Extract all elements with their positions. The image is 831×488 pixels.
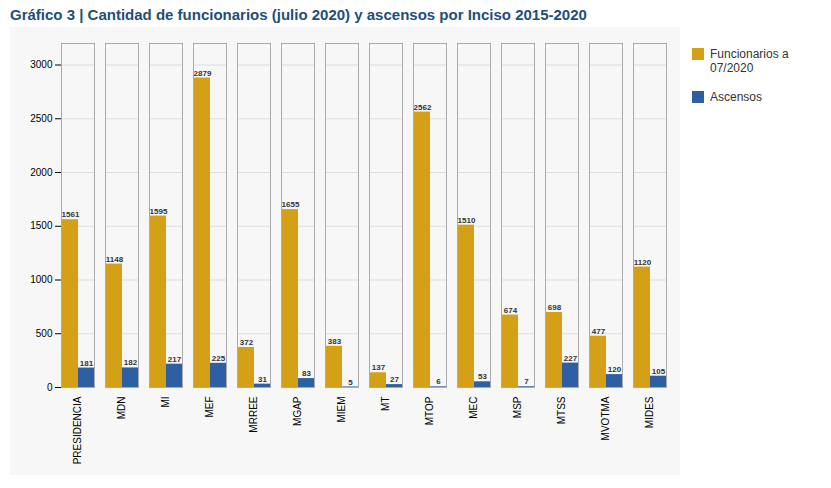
svg-text:53: 53 bbox=[478, 372, 487, 381]
svg-text:5: 5 bbox=[348, 378, 353, 387]
svg-text:PRESIDENCIA: PRESIDENCIA bbox=[72, 396, 83, 464]
html-text:Gráfico 3 | Cantidad de funcio: Gráfico 3 | Cantidad de funcionarios (ju… bbox=[10, 6, 587, 23]
svg-text:477: 477 bbox=[592, 327, 606, 336]
svg-text:227: 227 bbox=[564, 354, 578, 363]
svg-text:31: 31 bbox=[258, 375, 267, 384]
svg-text:137: 137 bbox=[372, 363, 386, 372]
svg-text:372: 372 bbox=[240, 338, 254, 347]
svg-text:182: 182 bbox=[124, 358, 138, 367]
svg-text:3000: 3000 bbox=[30, 59, 53, 70]
svg-text:MSP: MSP bbox=[512, 396, 523, 418]
svg-text:2000: 2000 bbox=[30, 167, 53, 178]
svg-text:MT: MT bbox=[380, 397, 391, 411]
svg-text:MI: MI bbox=[160, 397, 171, 408]
svg-text:MTOP: MTOP bbox=[424, 396, 435, 425]
svg-text:1595: 1595 bbox=[150, 207, 168, 216]
svg-text:MEC: MEC bbox=[468, 397, 479, 419]
svg-text:225: 225 bbox=[212, 354, 226, 363]
svg-text:500: 500 bbox=[36, 328, 53, 339]
svg-text:1000: 1000 bbox=[30, 274, 53, 285]
svg-text:2879: 2879 bbox=[194, 69, 212, 78]
svg-text:MVOTMA: MVOTMA bbox=[600, 396, 611, 440]
svg-text:6: 6 bbox=[436, 377, 441, 386]
svg-text:674: 674 bbox=[504, 306, 518, 315]
svg-text:2562: 2562 bbox=[414, 103, 432, 112]
svg-text:7: 7 bbox=[524, 377, 529, 386]
svg-text:MRREE: MRREE bbox=[248, 396, 259, 432]
svg-text:217: 217 bbox=[168, 355, 182, 364]
svg-text:698: 698 bbox=[548, 303, 562, 312]
svg-text:1510: 1510 bbox=[458, 216, 476, 225]
svg-text:1500: 1500 bbox=[30, 220, 53, 231]
svg-text:1120: 1120 bbox=[634, 258, 652, 267]
svg-text:1655: 1655 bbox=[282, 200, 300, 209]
html-text:Funcionarios a 07/2020: Funcionarios a 07/2020 bbox=[710, 47, 789, 76]
svg-text:2500: 2500 bbox=[30, 113, 53, 124]
svg-text:181: 181 bbox=[80, 359, 94, 368]
svg-text:83: 83 bbox=[302, 369, 311, 378]
svg-text:105: 105 bbox=[652, 367, 666, 376]
svg-text:383: 383 bbox=[328, 337, 342, 346]
svg-text:1148: 1148 bbox=[106, 255, 124, 264]
svg-text:27: 27 bbox=[390, 375, 399, 384]
svg-text:1561: 1561 bbox=[62, 210, 80, 219]
svg-text:MIDES: MIDES bbox=[644, 396, 655, 428]
svg-text:MGAP: MGAP bbox=[292, 396, 303, 426]
svg-text:0: 0 bbox=[47, 382, 53, 393]
svg-text:120: 120 bbox=[608, 365, 622, 374]
svg-text:MTSS: MTSS bbox=[556, 396, 567, 424]
svg-text:MEF: MEF bbox=[204, 397, 215, 418]
svg-text:MDN: MDN bbox=[116, 397, 127, 420]
html-text:Ascensos: Ascensos bbox=[710, 89, 762, 104]
svg-text:MIEM: MIEM bbox=[336, 397, 347, 423]
